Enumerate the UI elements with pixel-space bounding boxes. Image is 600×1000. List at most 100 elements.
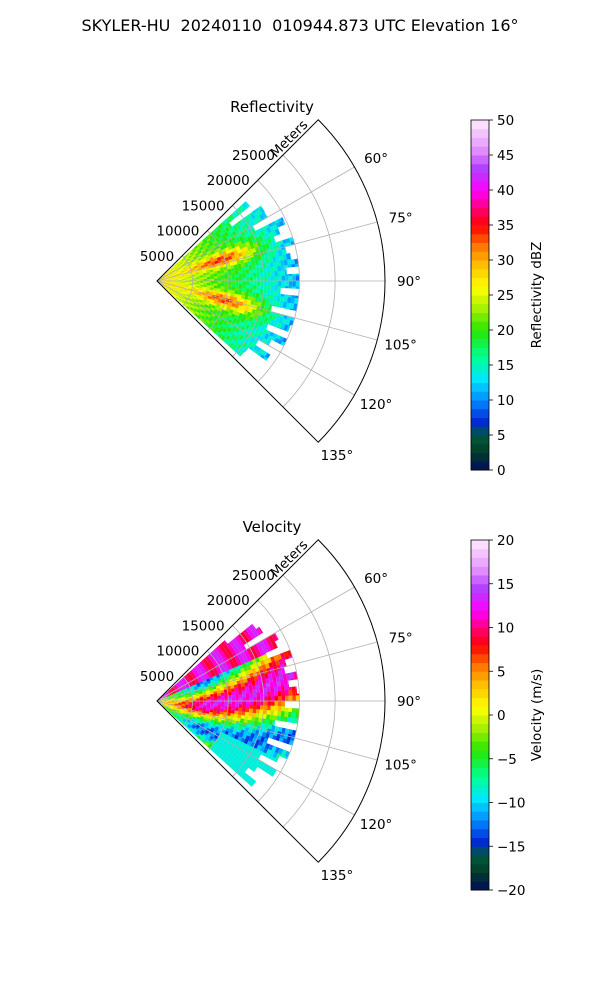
data-cell xyxy=(206,281,211,284)
data-cell xyxy=(203,716,208,721)
data-cell xyxy=(193,677,199,682)
data-cell xyxy=(163,283,167,286)
data-cell xyxy=(176,716,180,720)
data-cell xyxy=(198,726,204,731)
data-cell xyxy=(237,683,242,689)
data-cell xyxy=(196,729,201,734)
data-cell xyxy=(202,313,207,319)
data-cell xyxy=(224,275,229,279)
data-cell xyxy=(292,701,296,708)
data-cell xyxy=(180,257,185,261)
data-cell xyxy=(251,712,257,718)
data-cell xyxy=(204,235,210,241)
radial-tick-label: 15000 xyxy=(182,618,225,634)
data-cell xyxy=(255,610,262,617)
data-cell xyxy=(234,271,239,276)
angular-tick-label: 60° xyxy=(364,571,388,587)
data-cell xyxy=(223,686,228,691)
colorbar-segment xyxy=(471,557,489,567)
data-cell xyxy=(243,678,248,684)
data-cell xyxy=(174,275,178,278)
data-cell xyxy=(164,279,168,281)
data-cell xyxy=(163,282,168,284)
colorbar-tick-label: 40 xyxy=(497,183,514,199)
data-cell xyxy=(278,275,282,282)
data-cell xyxy=(201,739,207,745)
data-cell xyxy=(164,271,169,275)
data-cell xyxy=(249,697,254,702)
data-cell xyxy=(217,705,221,710)
data-cell xyxy=(180,677,185,681)
data-cell xyxy=(276,731,282,738)
data-cell xyxy=(254,680,260,686)
data-cell xyxy=(179,289,184,293)
data-cell xyxy=(290,258,296,266)
data-cell xyxy=(280,265,285,272)
data-cell xyxy=(181,286,185,289)
data-cell xyxy=(196,294,201,298)
data-cell xyxy=(180,690,185,694)
data-cell xyxy=(170,286,174,289)
data-cell xyxy=(174,703,179,706)
data-cell xyxy=(200,715,205,720)
data-cell xyxy=(179,269,184,273)
data-cell xyxy=(268,677,274,684)
data-cell xyxy=(213,281,218,284)
data-cell xyxy=(159,276,163,279)
data-cell xyxy=(192,696,197,699)
data-cell xyxy=(235,769,243,776)
data-cell xyxy=(185,264,190,268)
data-cell xyxy=(274,696,279,702)
data-cell xyxy=(260,240,266,247)
data-cell xyxy=(253,701,257,706)
data-cell xyxy=(263,267,268,274)
data-cell xyxy=(187,253,192,258)
data-cell xyxy=(258,263,264,270)
data-cell xyxy=(266,728,272,735)
data-cell xyxy=(263,692,268,698)
data-cell xyxy=(277,290,282,298)
data-cell xyxy=(289,672,295,680)
data-cell xyxy=(167,701,172,703)
data-cell xyxy=(207,725,212,730)
data-cell xyxy=(267,276,272,282)
data-cell xyxy=(190,305,195,310)
data-cell xyxy=(256,692,261,698)
data-cell xyxy=(201,255,206,260)
data-cell xyxy=(173,293,178,297)
data-cell xyxy=(252,356,259,361)
data-cell xyxy=(222,683,227,688)
data-cell xyxy=(176,263,181,267)
data-cell xyxy=(177,273,181,276)
data-cell xyxy=(249,693,254,698)
data-cell xyxy=(204,735,210,741)
data-cell xyxy=(167,269,171,272)
data-cell xyxy=(286,649,293,658)
data-cell xyxy=(227,286,232,291)
data-cell xyxy=(244,670,250,676)
data-cell xyxy=(177,705,182,708)
data-cell xyxy=(207,246,213,251)
data-cell xyxy=(189,251,195,256)
reflectivity-panel: Reflectivity500010000150002000025000Mete… xyxy=(140,98,545,479)
data-cell xyxy=(217,703,222,707)
data-cell xyxy=(171,282,175,285)
data-cell xyxy=(227,709,232,714)
data-cell xyxy=(256,281,261,286)
data-cell xyxy=(267,623,275,629)
colorbar-tick-label: 30 xyxy=(497,253,514,269)
colorbar-segment xyxy=(471,146,489,156)
data-cell xyxy=(199,701,204,704)
colorbar-tick-label: 0 xyxy=(497,463,506,479)
data-cell xyxy=(189,293,194,297)
data-cell xyxy=(252,692,257,698)
data-cell xyxy=(202,238,207,243)
data-cell xyxy=(189,264,194,268)
data-cell xyxy=(267,701,271,707)
data-cell xyxy=(198,252,204,257)
data-cell xyxy=(170,275,175,278)
data-cell xyxy=(263,658,269,666)
colorbar-tick-label: 45 xyxy=(497,148,514,164)
data-cell xyxy=(200,248,206,253)
data-cell xyxy=(281,249,287,256)
